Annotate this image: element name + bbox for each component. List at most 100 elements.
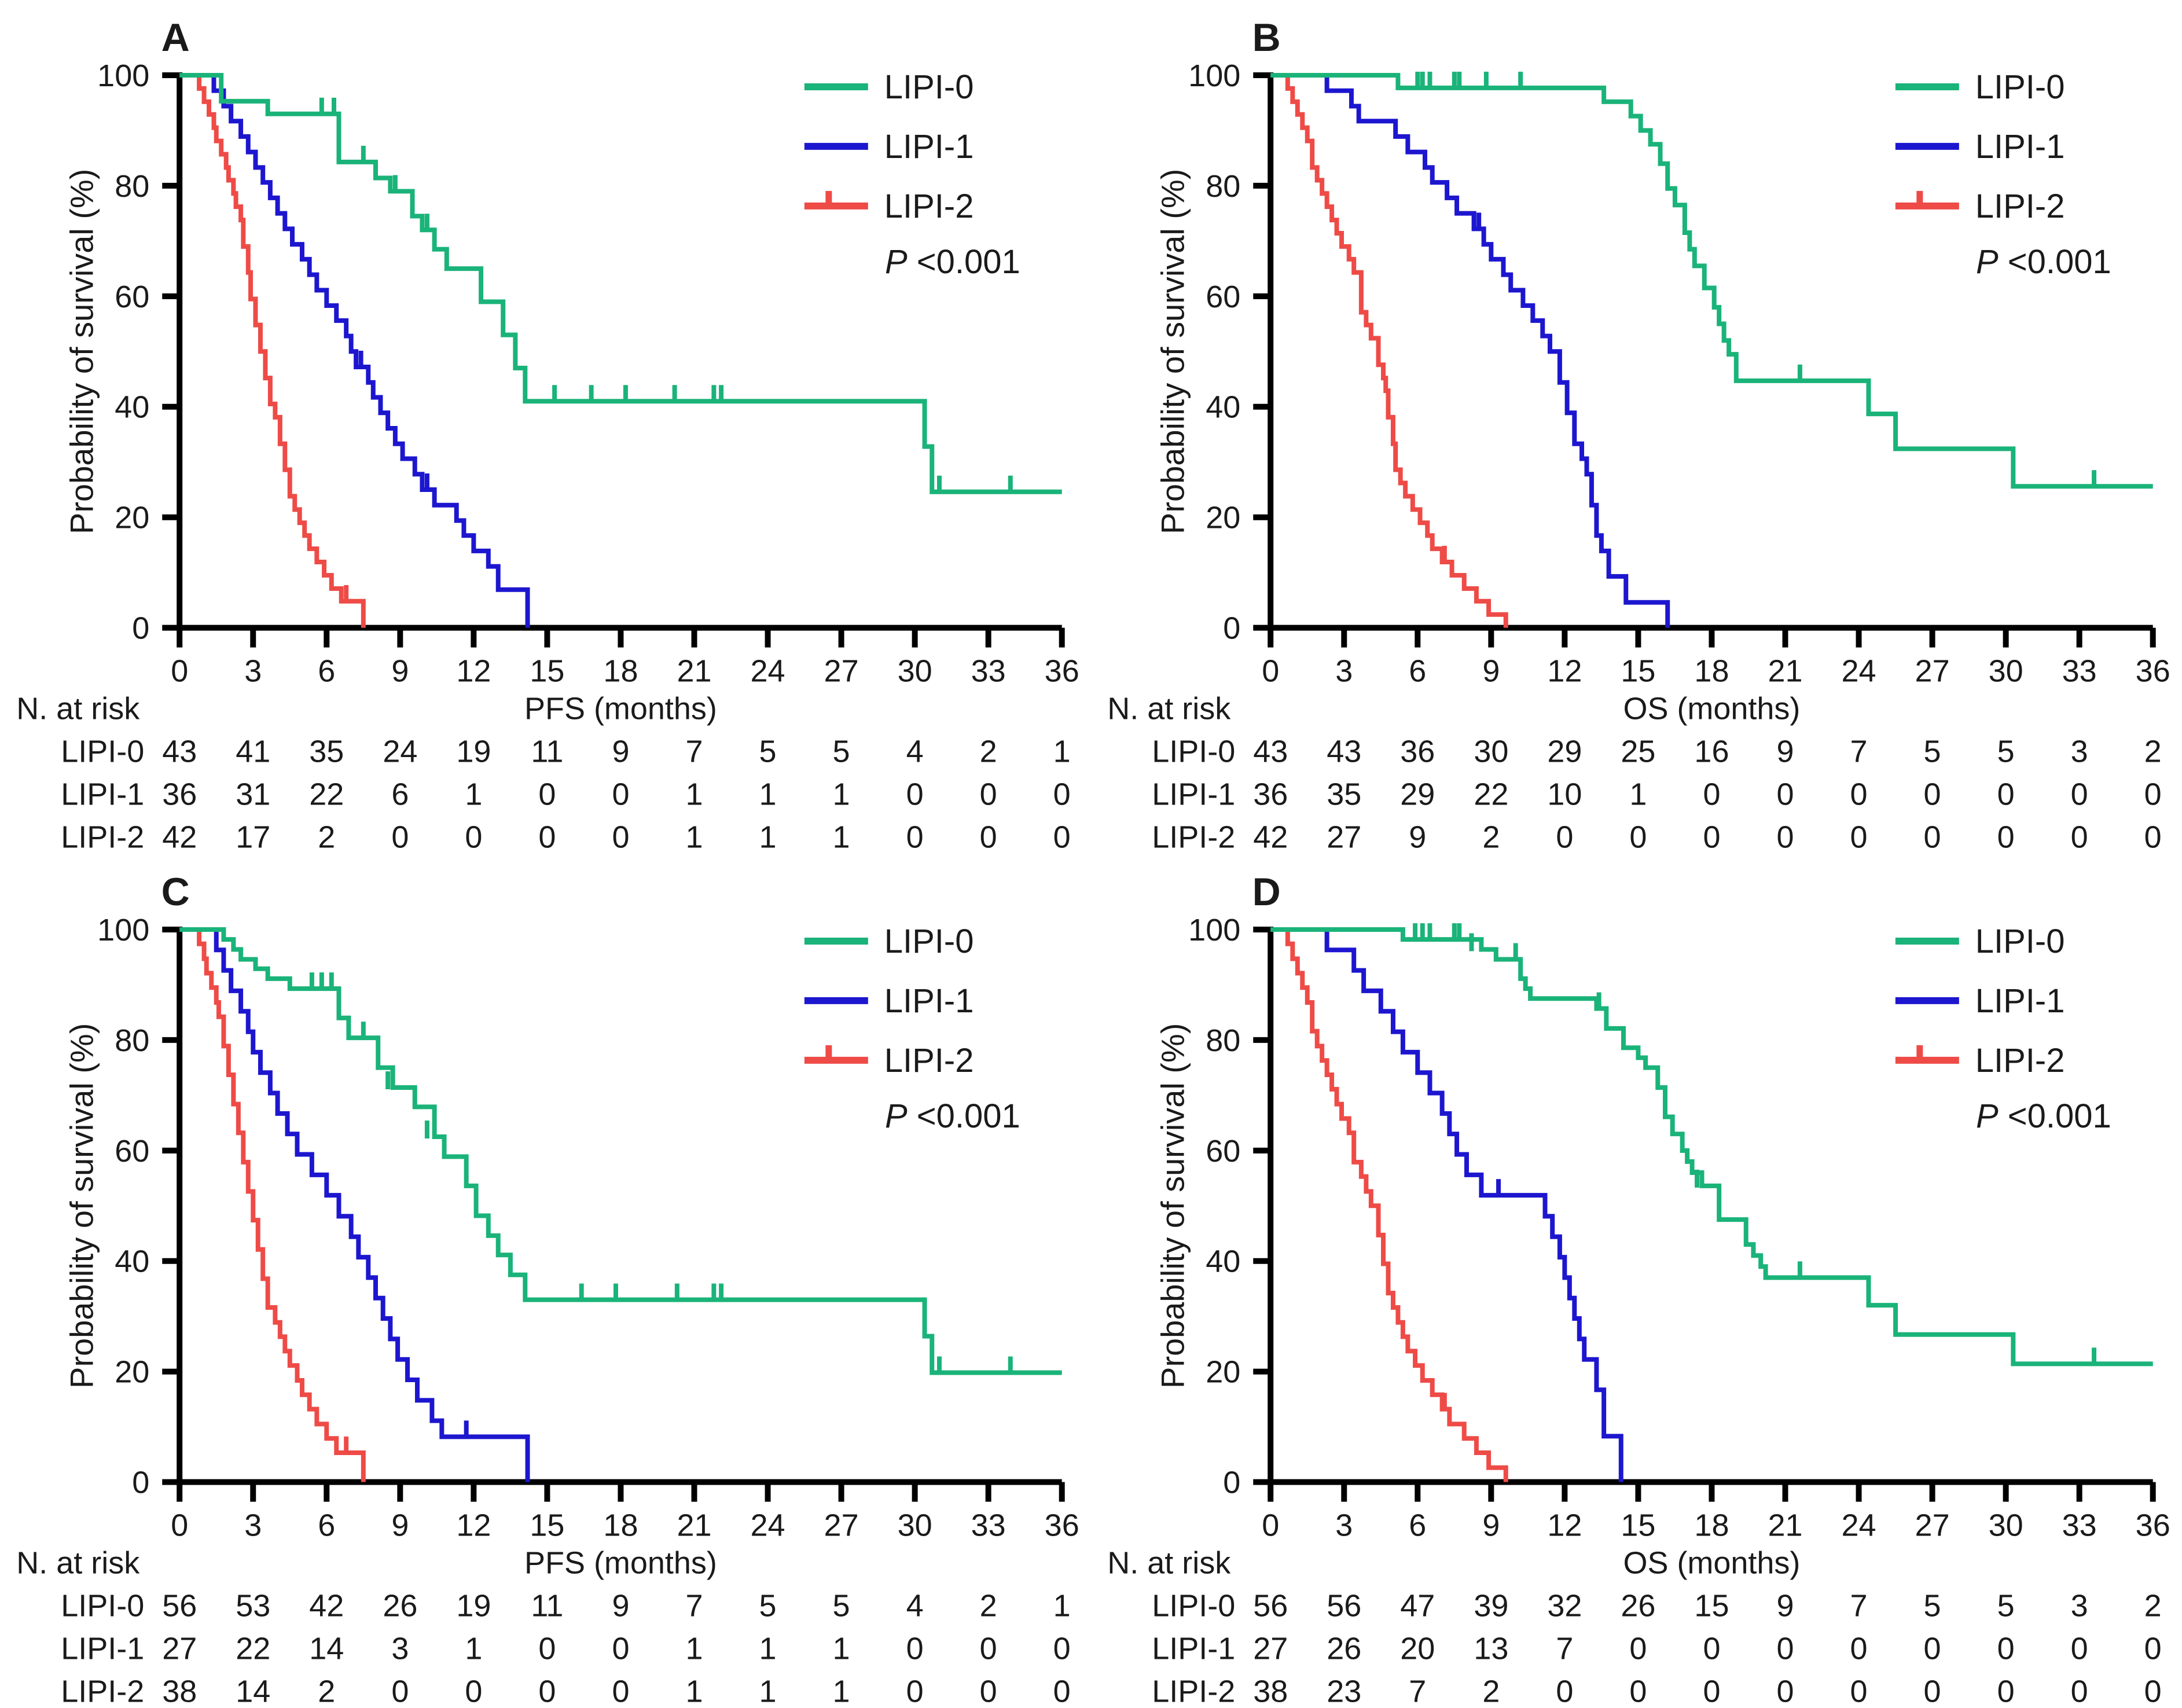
risk-count: 38: [1253, 1674, 1288, 1708]
km-curve-lipi-1: [1270, 927, 1623, 1482]
risk-count: 1: [833, 1674, 850, 1708]
risk-count: 1: [1053, 1588, 1071, 1623]
risk-count: 19: [456, 734, 491, 769]
risk-count: 0: [2071, 820, 2088, 854]
x-tick-label: 30: [1989, 654, 2023, 689]
risk-count: 7: [1409, 1674, 1426, 1708]
risk-count: 43: [162, 734, 197, 769]
km-curve-lipi-2: [179, 72, 366, 628]
risk-count: 0: [1629, 820, 1647, 854]
risk-count: 5: [1997, 1588, 2015, 1623]
risk-count: 5: [833, 734, 850, 769]
legend-label-lipi-0: LIPI-0: [1975, 69, 2065, 106]
x-tick-label: 6: [1409, 1508, 1426, 1542]
risk-count: 0: [906, 820, 924, 854]
risk-count: 0: [538, 1631, 556, 1666]
risk-count: 0: [2071, 1674, 2088, 1708]
x-tick-label: 9: [391, 1508, 409, 1542]
risk-count: 0: [1629, 1631, 1647, 1666]
y-tick-label: 20: [115, 501, 149, 535]
risk-count: 5: [1924, 1588, 1941, 1623]
risk-count: 0: [2071, 777, 2088, 812]
km-curve-lipi-2: [1270, 927, 1508, 1482]
risk-count: 25: [1621, 734, 1655, 769]
risk-count: 13: [1474, 1631, 1508, 1666]
p-value-label: P <0.001: [885, 244, 1020, 281]
risk-count: 1: [685, 1674, 703, 1708]
risk-count: 2: [1482, 1674, 1500, 1708]
risk-count: 9: [1776, 734, 1794, 769]
risk-table-header: N. at risk: [16, 1545, 140, 1580]
risk-count: 0: [1924, 777, 1941, 812]
km-curve-lipi-1: [179, 927, 530, 1482]
y-axis-title: Probability of survival (%): [63, 169, 100, 534]
risk-count: 1: [685, 777, 703, 812]
risk-count: 4: [906, 734, 924, 769]
x-tick-label: 27: [824, 1508, 859, 1542]
risk-table-header: N. at risk: [16, 692, 140, 726]
risk-count: 43: [1327, 734, 1361, 769]
y-tick-label: 0: [132, 611, 149, 646]
y-tick-label: 40: [115, 1244, 149, 1279]
x-tick-label: 24: [1842, 654, 1876, 689]
x-tick-label: 6: [1409, 654, 1426, 689]
risk-count: 39: [1474, 1588, 1508, 1623]
x-tick-label: 3: [1335, 654, 1353, 689]
risk-count: 4: [906, 1588, 924, 1623]
risk-count: 23: [1327, 1674, 1361, 1708]
x-axis-title: OS (months): [1623, 692, 1801, 726]
risk-count: 0: [391, 1674, 409, 1708]
risk-count: 3: [2071, 1588, 2088, 1623]
x-tick-label: 24: [1842, 1508, 1876, 1542]
y-tick-label: 100: [97, 912, 149, 947]
risk-count: 0: [391, 820, 409, 854]
risk-count: 0: [980, 1674, 997, 1708]
risk-count: 2: [980, 1588, 997, 1623]
risk-count: 36: [1253, 777, 1288, 812]
risk-count: 14: [309, 1631, 344, 1666]
km-curve-lipi-0: [179, 72, 1062, 494]
legend-label-lipi-2: LIPI-2: [1975, 188, 2065, 225]
x-tick-label: 36: [1045, 654, 1079, 689]
legend-label-lipi-2: LIPI-2: [884, 188, 974, 225]
x-tick-label: 24: [751, 654, 785, 689]
risk-row-label: LIPI-1: [1152, 1631, 1235, 1666]
risk-count: 9: [612, 734, 629, 769]
x-tick-label: 12: [456, 654, 491, 689]
x-tick-label: 21: [677, 1508, 711, 1542]
legend-label-lipi-0: LIPI-0: [884, 923, 974, 960]
x-tick-label: 36: [1045, 1508, 1079, 1542]
risk-count: 22: [236, 1631, 270, 1666]
x-tick-label: 33: [971, 654, 1006, 689]
risk-count: 15: [1694, 1588, 1729, 1623]
risk-count: 42: [1253, 820, 1288, 854]
y-tick-label: 20: [115, 1354, 149, 1389]
risk-count: 0: [538, 820, 556, 854]
x-tick-label: 21: [677, 654, 711, 689]
risk-count: 47: [1400, 1588, 1435, 1623]
x-axis-title: PFS (months): [524, 692, 717, 726]
x-tick-label: 6: [318, 1508, 335, 1542]
risk-count: 0: [2144, 1631, 2162, 1666]
x-tick-label: 27: [1915, 654, 1950, 689]
p-value-label: P <0.001: [1976, 1097, 2111, 1134]
x-tick-label: 9: [1482, 1508, 1500, 1542]
x-tick-label: 15: [1621, 654, 1655, 689]
risk-count: 0: [906, 1674, 924, 1708]
risk-count: 0: [1997, 1631, 2015, 1666]
risk-count: 27: [162, 1631, 197, 1666]
risk-count: 56: [162, 1588, 197, 1623]
risk-row-label: LIPI-2: [1152, 1674, 1235, 1708]
x-axis-title: PFS (months): [524, 1545, 717, 1580]
risk-count: 7: [1850, 734, 1868, 769]
km-curve-lipi-1: [179, 72, 530, 628]
risk-count: 19: [456, 1588, 491, 1623]
risk-count: 27: [1253, 1631, 1288, 1666]
risk-count: 9: [1776, 1588, 1794, 1623]
legend-label-lipi-0: LIPI-0: [884, 69, 974, 106]
risk-count: 5: [1997, 734, 2015, 769]
x-tick-label: 18: [603, 1508, 638, 1542]
risk-count: 0: [1703, 1674, 1720, 1708]
